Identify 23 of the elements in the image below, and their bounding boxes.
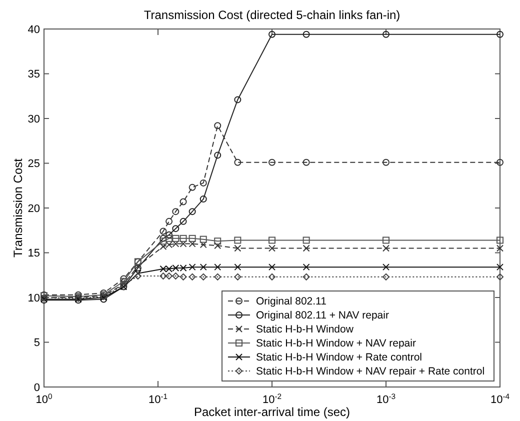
legend-label: Static H-b-H Window + Rate control	[256, 352, 422, 364]
y-tick-label: 15	[28, 248, 40, 260]
y-tick-label: 30	[28, 113, 40, 126]
y-axis-title: Transmission Cost	[11, 158, 25, 258]
y-tick-label: 10	[28, 292, 40, 304]
chart-title: Transmission Cost (directed 5-chain links fan-in)	[144, 8, 400, 22]
legend-label: Static H-b-H Window + NAV repair + Rate control	[256, 366, 485, 378]
legend-label: Static H-b-H Window	[256, 324, 354, 336]
y-tick-label: 25	[28, 158, 40, 170]
legend-label: Original 802.11	[256, 296, 327, 308]
legend-label: Static H-b-H Window + NAV repair	[256, 338, 416, 350]
x-axis-title: Packet inter-arrival time (sec)	[194, 405, 350, 419]
x-tick-label: 10$^{0}$	[36, 392, 52, 406]
x-tick-label: 10$^{-4}$	[490, 392, 510, 406]
y-tick-label: 0	[34, 382, 40, 394]
y-tick-label: 35	[28, 68, 40, 81]
x-tick-label: 10$^{-2}$	[262, 392, 282, 406]
legend-label: Original 802.11 + NAV repair	[256, 310, 390, 322]
x-tick-label: 10$^{-3}$	[376, 392, 396, 406]
x-tick-label: 10$^{-1}$	[148, 392, 168, 406]
y-tick-label: 20	[28, 202, 40, 215]
y-tick-label: 5	[34, 337, 40, 350]
y-tick-label: 40	[28, 24, 40, 36]
